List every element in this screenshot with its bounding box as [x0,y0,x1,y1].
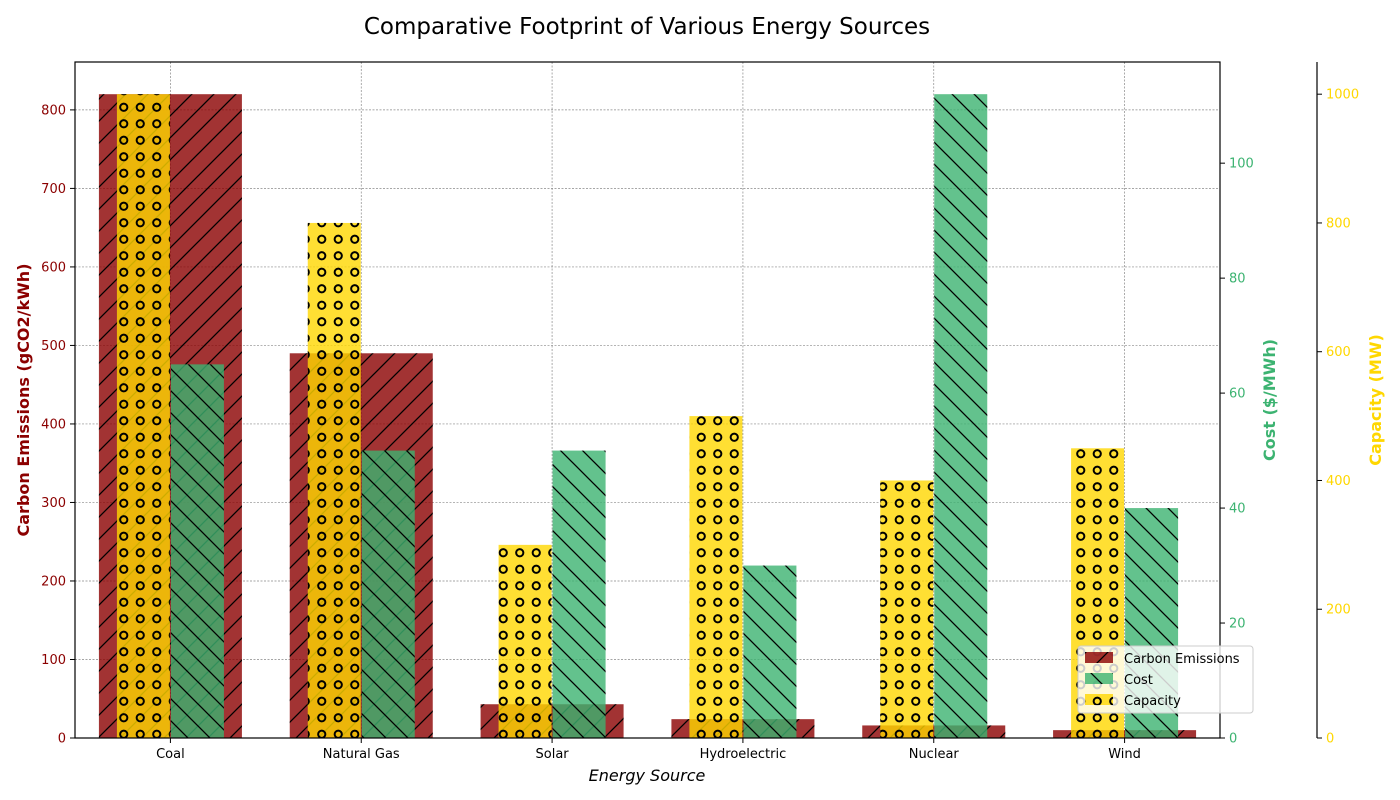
bar-hatch-cost [170,364,224,738]
tick-label-capacity: 200 [1326,603,1351,618]
tick-label-x: Hydroelectric [700,747,787,762]
tick-label-x: Solar [536,747,570,762]
tick-label-capacity: 400 [1326,474,1351,489]
tick-label-left: 500 [41,339,66,354]
y-axis-label-cost: Cost ($/MWh) [1260,339,1279,461]
bars [98,94,1197,738]
tick-label-left: 400 [41,417,66,432]
tick-label-cost: 20 [1229,617,1246,632]
legend-box [1077,645,1254,714]
tick-label-cost: 60 [1229,387,1246,402]
bar-hatch-carbon-emissions [1053,730,1197,738]
tick-label-capacity: 800 [1326,216,1351,231]
tick-label-cost: 40 [1229,502,1246,517]
grid-lines [75,62,1220,739]
tick-label-capacity: 1000 [1326,88,1359,103]
tick-label-cost: 100 [1229,157,1254,172]
ticks: 0100200300400500600700800020406080100020… [41,88,1359,762]
bar-hatch-capacity [880,480,934,738]
legend-swatch-hatch-carbon [1085,652,1113,663]
tick-label-x: Natural Gas [323,747,400,762]
tick-label-capacity: 0 [1326,732,1334,747]
tick-label-cost: 0 [1229,732,1237,747]
tick-label-capacity: 600 [1326,345,1351,360]
legend-item-carbon-emissions: Carbon Emissions [1085,652,1240,667]
chart-title: Comparative Footprint of Various Energy … [364,14,930,40]
tick-label-left: 800 [41,103,66,118]
legend-label-cost: Cost [1124,673,1153,688]
bar-hatch-capacity [116,94,170,738]
tick-label-left: 300 [41,496,66,511]
bar-hatch-capacity [689,416,743,738]
legend-swatch-hatch-cost [1085,673,1113,684]
tick-label-left: 0 [58,732,66,747]
tick-label-cost: 80 [1229,272,1246,287]
bar-hatch-cost [552,450,606,738]
tick-label-x: Nuclear [909,747,960,762]
y-axis-label-left: Carbon Emissions (gCO2/kWh) [14,263,33,536]
x-axis-label: Energy Source [589,766,706,785]
bar-hatch-cost [361,450,415,738]
plot-frame [74,61,1221,739]
tick-label-left: 600 [41,260,66,275]
legend: Carbon Emissions Cost Capacity [1077,645,1254,714]
legend-item-cost: Cost [1085,673,1153,688]
y-axis-label-capacity: Capacity (MW) [1366,334,1385,466]
bar-hatch-capacity [498,544,552,738]
legend-label-carbon-emissions: Carbon Emissions [1124,652,1240,667]
tick-label-x: Coal [156,747,185,762]
bar-hatch-cost [743,565,797,738]
tick-label-left: 100 [41,653,66,668]
legend-item-capacity: Capacity [1085,694,1181,709]
tick-label-left: 200 [41,574,66,589]
legend-label-capacity: Capacity [1124,694,1181,709]
tick-label-x: Wind [1108,747,1141,762]
bar-hatch-capacity [307,222,361,738]
legend-swatch-hatch-capacity [1085,694,1113,705]
bar-hatch-cost [934,94,988,738]
tick-label-left: 700 [41,182,66,197]
